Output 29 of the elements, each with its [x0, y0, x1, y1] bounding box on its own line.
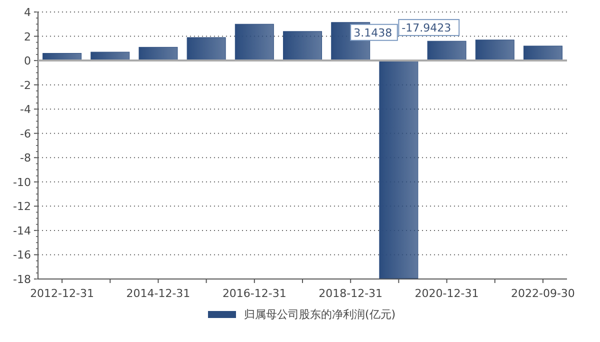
- bar: [427, 40, 466, 61]
- y-tick-label: -2: [20, 78, 31, 92]
- legend-label: 归属母公司股东的净利润(亿元): [244, 308, 396, 321]
- y-tick-label: -16: [13, 248, 31, 262]
- bar: [475, 40, 514, 61]
- y-tick-label: -14: [13, 224, 31, 238]
- x-tick-label: 2022-09-30: [510, 287, 575, 300]
- y-tick-label: -12: [13, 200, 31, 214]
- bar: [138, 46, 178, 61]
- x-tick-label: 2016-12-31: [222, 287, 286, 300]
- x-tick-label: 2018-12-31: [318, 287, 383, 300]
- bar: [379, 60, 418, 279]
- bar: [234, 24, 274, 61]
- y-tick-label: 4: [24, 6, 31, 19]
- y-tick-label: -8: [20, 152, 31, 165]
- data-label: -17.9423: [402, 22, 452, 35]
- x-tick-label: 2020-12-31: [414, 287, 479, 300]
- data-label: 3.1438: [354, 26, 392, 40]
- y-tick-label: -10: [13, 176, 31, 189]
- y-tick-label: 2: [24, 30, 31, 44]
- x-tick-label: 2014-12-31: [126, 287, 190, 300]
- x-tick-label: 2012-12-31: [30, 287, 94, 300]
- bar: [283, 31, 322, 61]
- bar: [186, 37, 226, 61]
- y-tick-label: 0: [24, 54, 31, 68]
- y-tick-label: -18: [13, 273, 31, 286]
- bar: [523, 46, 562, 61]
- y-tick-label: -4: [20, 103, 31, 116]
- y-tick-label: -6: [20, 127, 31, 140]
